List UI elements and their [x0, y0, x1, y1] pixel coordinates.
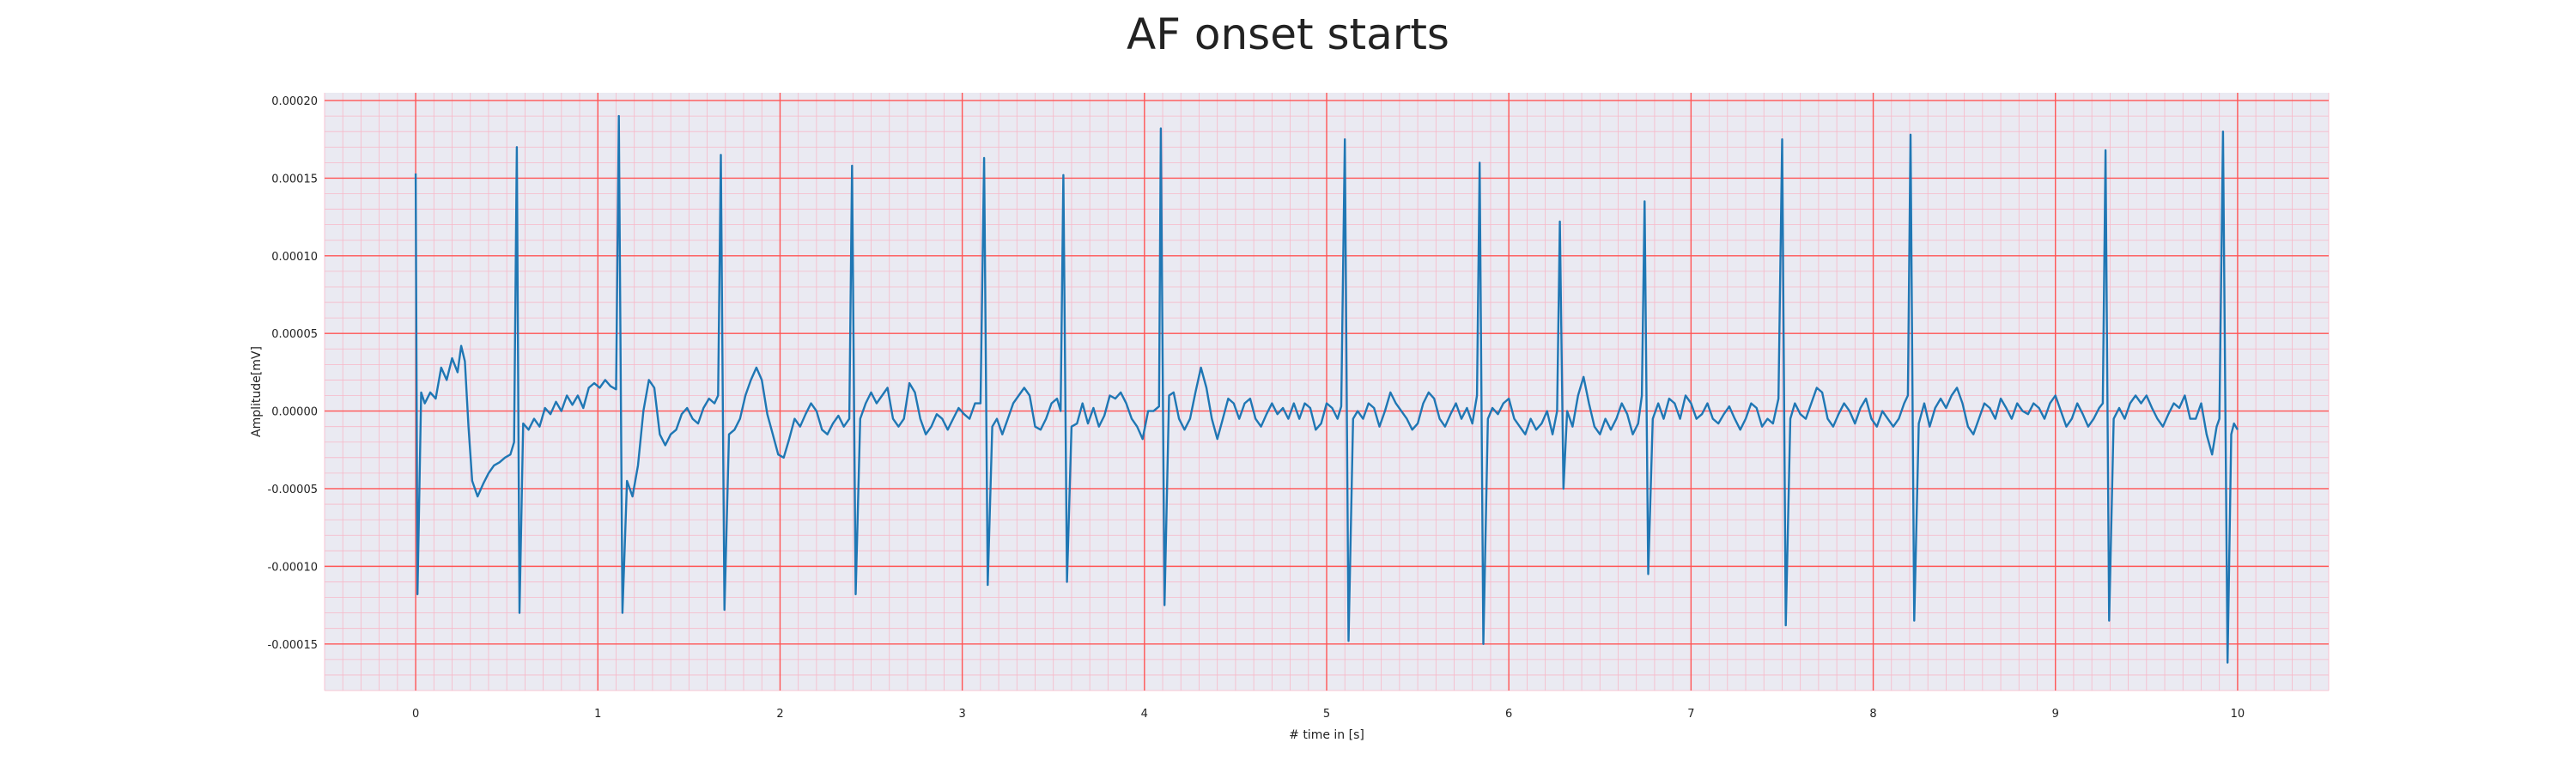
x-tick-label: 10 — [2231, 708, 2245, 721]
x-tick-label: 8 — [1869, 708, 1876, 721]
y-tick-label: 0.00015 — [271, 173, 318, 186]
major-grid — [325, 93, 2329, 691]
y-tick-labels: -0.00015 -0.00010 -0.00005 0.00000 0.00005 0.… — [268, 95, 318, 652]
x-tick-label: 1 — [594, 708, 601, 721]
y-axis-label: Amplitude[mV] — [250, 346, 264, 437]
y-tick-label: -0.00010 — [268, 561, 318, 574]
y-tick-label: -0.00015 — [268, 639, 318, 652]
x-tick-label: 6 — [1505, 708, 1512, 721]
x-tick-label: 5 — [1323, 708, 1330, 721]
x-tick-label: 7 — [1687, 708, 1694, 721]
x-tick-label: 0 — [412, 708, 419, 721]
x-tick-label: 2 — [776, 708, 783, 721]
y-tick-label: 0.00020 — [271, 95, 318, 108]
ecg-series-line-0 — [414, 114, 2239, 664]
x-axis-label: # time in [s] — [1289, 728, 1364, 742]
x-tick-label: 9 — [2052, 708, 2059, 721]
y-tick-label: 0.00000 — [271, 406, 318, 419]
chart-title: AF onset starts — [1127, 9, 1449, 59]
series-layer — [414, 114, 2239, 664]
y-tick-label: 0.00005 — [271, 328, 318, 341]
x-tick-label: 3 — [958, 708, 965, 721]
x-tick-label: 4 — [1141, 708, 1148, 721]
x-tick-labels: 0 1 2 3 4 5 6 7 8 9 10 — [412, 708, 2245, 721]
y-tick-label: 0.00010 — [271, 251, 318, 264]
y-tick-label: -0.00005 — [268, 484, 318, 496]
